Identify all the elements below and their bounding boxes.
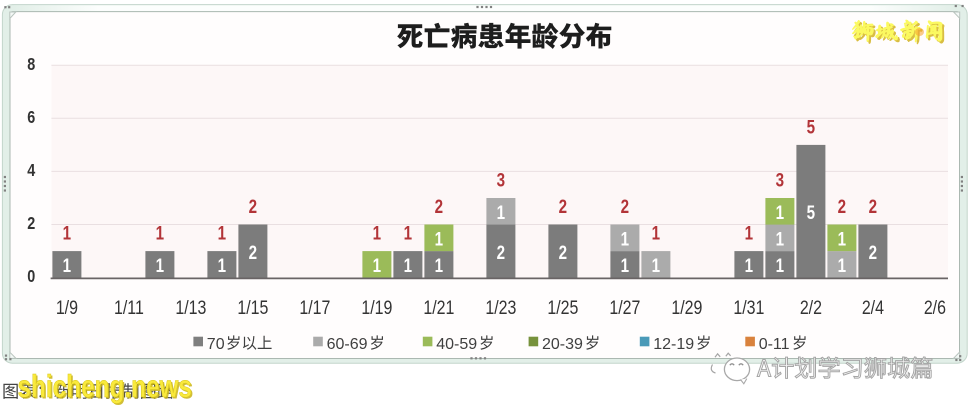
svg-text:6: 6 (27, 107, 35, 127)
svg-text:20-39: 20-39 (542, 336, 583, 353)
svg-text:2: 2 (869, 241, 877, 263)
svg-text:2/6: 2/6 (924, 296, 946, 318)
svg-text:1: 1 (435, 228, 444, 250)
svg-text:1/23: 1/23 (485, 296, 516, 318)
svg-text:1: 1 (776, 254, 785, 276)
svg-text:3: 3 (776, 169, 784, 191)
svg-text:1/9: 1/9 (56, 296, 78, 318)
svg-text:2/2: 2/2 (800, 296, 822, 318)
svg-text:5: 5 (807, 201, 816, 223)
svg-text:1: 1 (435, 254, 444, 276)
svg-text:60-69: 60-69 (327, 336, 368, 353)
svg-text:70: 70 (207, 336, 225, 353)
svg-text:1: 1 (776, 201, 785, 223)
svg-text:2: 2 (621, 195, 629, 217)
svg-text:1/15: 1/15 (237, 296, 268, 318)
svg-text:1: 1 (621, 228, 630, 250)
svg-text:1: 1 (621, 254, 630, 276)
svg-text:0-11: 0-11 (759, 336, 790, 353)
svg-text:shicheng.news: shicheng.news (19, 370, 193, 405)
svg-text:1/21: 1/21 (423, 296, 454, 318)
svg-text:1/27: 1/27 (609, 296, 640, 318)
svg-text:1/19: 1/19 (361, 296, 392, 318)
svg-text:1: 1 (652, 254, 661, 276)
svg-text:1: 1 (838, 228, 847, 250)
svg-text:8: 8 (27, 54, 35, 74)
svg-text:2: 2 (249, 241, 257, 263)
svg-text:1: 1 (156, 254, 165, 276)
svg-text:2: 2 (559, 241, 567, 263)
svg-text:12-19: 12-19 (653, 336, 694, 353)
svg-text:shicheng.news: shicheng.news (18, 369, 192, 404)
svg-text:1: 1 (373, 222, 382, 244)
svg-text:2: 2 (838, 195, 846, 217)
svg-text:2: 2 (435, 195, 443, 217)
svg-text:1: 1 (652, 222, 661, 244)
svg-text:2/4: 2/4 (862, 296, 884, 318)
svg-text:1: 1 (218, 222, 227, 244)
svg-text:1: 1 (218, 254, 227, 276)
svg-text:1/17: 1/17 (299, 296, 330, 318)
svg-text:5: 5 (807, 116, 816, 138)
svg-text:2: 2 (27, 214, 35, 234)
svg-text:0: 0 (27, 267, 35, 287)
svg-text:1: 1 (63, 222, 72, 244)
svg-text:1/25: 1/25 (547, 296, 578, 318)
svg-text:2: 2 (559, 195, 567, 217)
svg-text:1/31: 1/31 (733, 296, 764, 318)
svg-text:2: 2 (869, 195, 877, 217)
svg-text:1: 1 (373, 254, 382, 276)
svg-text:1/13: 1/13 (175, 296, 206, 318)
svg-text:1: 1 (745, 254, 754, 276)
svg-text:1: 1 (838, 254, 847, 276)
svg-text:1: 1 (745, 222, 754, 244)
svg-text:1: 1 (497, 201, 506, 223)
svg-text:4: 4 (27, 161, 35, 181)
svg-text:40-59: 40-59 (436, 336, 477, 353)
svg-text:1: 1 (404, 222, 413, 244)
svg-text:3: 3 (497, 169, 505, 191)
svg-text:1: 1 (404, 254, 413, 276)
svg-text:1: 1 (63, 254, 72, 276)
svg-text:2: 2 (249, 195, 257, 217)
svg-text:1/29: 1/29 (671, 296, 702, 318)
svg-text:1/11: 1/11 (114, 296, 144, 318)
svg-text:1: 1 (156, 222, 165, 244)
svg-text:1: 1 (776, 228, 785, 250)
svg-text:2: 2 (497, 241, 505, 263)
